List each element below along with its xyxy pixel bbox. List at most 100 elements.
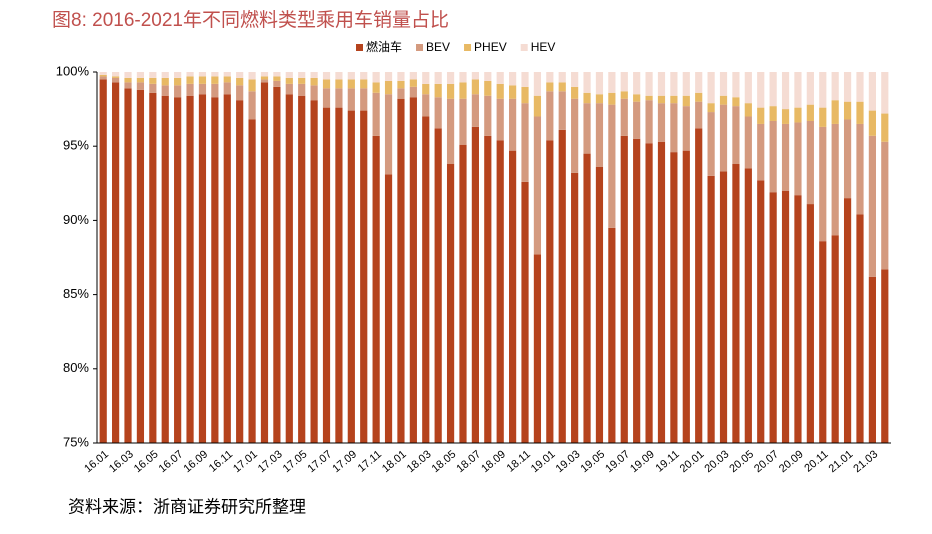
bar-segment — [546, 140, 554, 444]
bar-segment — [136, 72, 145, 78]
bar-segment — [471, 72, 479, 80]
bar-segment — [757, 107, 765, 124]
legend-swatch — [416, 44, 424, 51]
bar-segment — [136, 77, 145, 83]
bar-segment — [719, 72, 728, 96]
bar-segment — [856, 214, 864, 443]
bar-segment — [260, 76, 269, 80]
bar-segment — [657, 72, 666, 96]
bar-segment — [546, 82, 554, 92]
x-tick-label: 17.03 — [256, 448, 285, 475]
bar-segment — [260, 82, 269, 443]
bar-segment — [781, 190, 790, 443]
source-note: 资料来源：浙商证券研究所整理 — [68, 498, 306, 518]
legend-label: HEV — [531, 40, 556, 54]
x-tick-label: 18.01 — [380, 448, 409, 475]
x-tick-label: 18.11 — [505, 448, 533, 474]
x-tick-label: 20.01 — [678, 448, 707, 475]
bar-segment — [174, 72, 182, 78]
bar-segment — [434, 83, 442, 98]
bar-segment — [781, 72, 790, 110]
bar-segment — [806, 104, 814, 121]
bar-segment — [149, 83, 157, 93]
bar-segment — [409, 72, 417, 80]
bar-segment — [285, 72, 293, 78]
bar-segment — [446, 98, 455, 165]
legend-label: 燃油车 — [366, 39, 402, 54]
bar-segment — [372, 135, 380, 443]
bar-segment — [509, 85, 517, 99]
bar-segment — [298, 95, 306, 443]
bar-segment — [571, 86, 579, 99]
bar-segment — [757, 180, 765, 443]
bar-segment — [571, 72, 579, 87]
bar-segment — [211, 97, 219, 443]
bar-segment — [360, 88, 368, 111]
bar-segment — [794, 122, 802, 196]
bar-segment — [707, 103, 715, 113]
legend-swatch — [464, 44, 472, 51]
bar-segment — [310, 77, 318, 86]
bar-segment — [732, 164, 740, 443]
chart-title: 图8: 2016-2021年不同燃料类型乘用车销量占比 — [52, 9, 449, 31]
bar-segment — [223, 76, 231, 83]
bar-segment — [161, 95, 169, 443]
bar-segment — [198, 76, 207, 84]
bar-segment — [881, 113, 889, 142]
bar-segment — [794, 107, 802, 123]
bar-segment — [509, 98, 517, 151]
bar-segment — [347, 88, 355, 111]
x-tick-label: 16.03 — [107, 448, 136, 475]
bar-segment — [248, 79, 256, 92]
bar-segment — [384, 72, 393, 81]
bar-segment — [583, 92, 591, 104]
legend-swatch — [520, 44, 528, 51]
x-tick-label: 16.05 — [132, 448, 161, 475]
bar-segment — [633, 94, 641, 102]
bar-segment — [819, 241, 827, 443]
bar-segment — [260, 72, 269, 77]
bar-segment — [335, 79, 343, 89]
bar-segment — [459, 82, 467, 99]
bar-segment — [719, 104, 728, 172]
bar-segment — [695, 72, 703, 93]
bar-segment — [322, 88, 331, 108]
bar-segment — [881, 269, 889, 443]
bar-segment — [657, 95, 666, 104]
bar-segment — [645, 143, 653, 443]
bar-segment — [819, 126, 827, 242]
bar-segment — [719, 95, 728, 105]
bar-segment — [273, 72, 281, 77]
bar-segment — [322, 79, 331, 89]
bar-segment — [397, 72, 405, 81]
bar-segment — [285, 83, 293, 95]
bar-segment — [496, 140, 504, 444]
x-tick-label: 16.09 — [181, 448, 210, 475]
bar-segment — [571, 172, 579, 444]
bar-segment — [769, 106, 777, 121]
bar-segment — [198, 72, 207, 77]
bar-segment — [236, 100, 244, 444]
bar-segment — [670, 103, 678, 153]
bar-segment — [719, 171, 728, 444]
bar-segment — [633, 138, 641, 443]
bar-segment — [124, 77, 132, 83]
bar-segment — [422, 116, 430, 444]
bar-segment — [633, 101, 641, 139]
bar-segment — [174, 77, 182, 86]
bar-segment — [471, 79, 479, 95]
bar-segment — [819, 72, 827, 108]
bar-segment — [99, 79, 107, 444]
bar-segment — [806, 72, 814, 105]
bar-segment — [459, 72, 467, 83]
bar-segment — [843, 119, 852, 199]
bar-segment — [546, 91, 554, 141]
bar-segment — [533, 116, 542, 255]
bar-segment — [273, 80, 281, 87]
bar-segment — [149, 77, 157, 84]
bar-segment — [446, 72, 455, 84]
bar-segment — [360, 72, 368, 80]
bar-segment — [521, 72, 529, 87]
x-tick-label: 17.09 — [330, 448, 359, 475]
